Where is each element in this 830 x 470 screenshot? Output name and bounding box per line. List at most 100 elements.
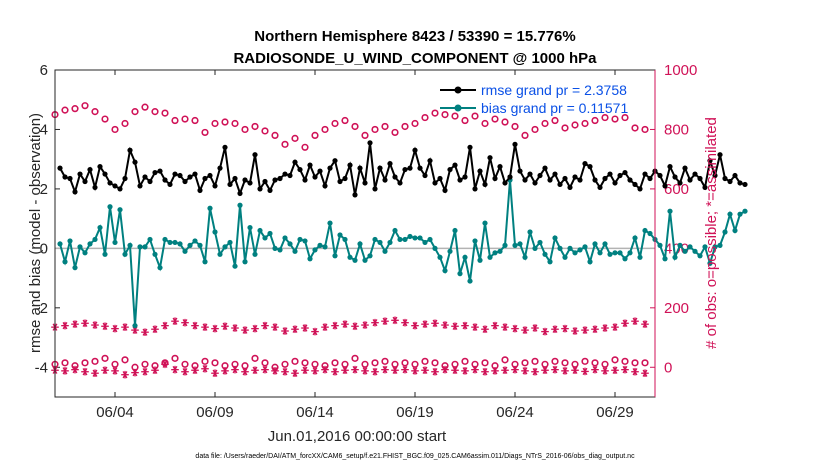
assimilated-obs-point [291,325,299,334]
rmse-point [562,175,568,182]
assimilated-obs-point [61,321,69,330]
assimilated-obs-point [461,367,469,375]
bias-point [567,245,573,251]
bias-point [142,244,148,250]
assimilated-obs-point [411,367,419,375]
possible-obs-point [141,360,149,368]
bias-point [232,263,238,269]
rmse-point [317,168,323,174]
bias-point [722,229,728,235]
x-tick-label: 06/19 [396,404,434,421]
obs-count-series [51,102,649,379]
possible-obs-point [461,357,469,365]
bias-point [492,250,498,256]
bias-point [262,235,268,241]
rmse-point [197,187,203,193]
possible-obs-point [321,125,329,134]
bias-point [137,244,143,250]
rmse-point [657,172,663,179]
assimilated-obs-point [441,321,449,329]
bias-point [112,239,118,246]
bias-point [617,250,623,256]
bias-point [677,242,683,248]
right-tick-label: 800 [664,121,689,138]
possible-obs-point [611,115,619,123]
assimilated-obs-point [201,364,209,373]
rmse-point [712,172,718,179]
rmse-point [432,180,438,186]
assimilated-obs-point [101,366,109,375]
possible-obs-point [141,103,149,111]
bias-point [347,254,353,260]
right-axis-ticks: 0 200 400 600 800 1000 [650,62,697,376]
right-tick-label: 0 [664,359,672,376]
possible-obs-point [591,116,599,125]
possible-obs-point [371,359,379,367]
bias-point [537,239,543,246]
possible-obs-point [501,356,509,364]
rmse-point [392,174,398,180]
assimilated-obs-point [351,322,359,331]
bias-point [412,235,418,241]
bias-point [562,254,568,260]
possible-obs-point [111,125,119,134]
assimilated-obs-point [511,365,519,374]
assimilated-obs-point [321,323,329,331]
possible-obs-point [121,356,129,364]
rmse-point [232,175,238,182]
assimilated-obs-point [211,324,219,333]
assimilated-obs-point [521,326,529,334]
assimilated-obs-point [351,365,359,374]
rmse-point [687,177,693,183]
bias-point [182,248,188,254]
assimilated-obs-point [471,365,479,374]
bias-point [362,257,368,263]
rmse-point [137,183,143,189]
rmse-point [602,175,608,182]
assimilated-obs-point [451,322,459,331]
chart-title: Northern Hemisphere 8423 / 53390 = 15.77… [254,28,575,45]
assimilated-obs-point [121,370,129,379]
bias-point [667,208,673,214]
assimilated-obs-point [371,318,379,327]
bias-point [87,241,93,247]
rmse-point [587,164,593,170]
possible-obs-point [261,359,269,367]
possible-obs-point [611,356,619,364]
bias-point [682,248,688,254]
assimilated-obs-point [541,327,549,336]
bias-point [572,250,578,256]
bias-point [132,323,138,329]
possible-obs-point [401,122,409,131]
bias-point [377,239,383,246]
assimilated-obs-point [471,323,479,331]
assimilated-obs-point [611,366,619,375]
possible-obs-point [61,106,69,114]
rmse-point [567,184,573,191]
bias-point [482,220,488,226]
bias-point [497,248,503,254]
bias-point [152,251,158,257]
possible-obs-point [521,131,529,139]
right-tick-label: 200 [664,300,689,317]
possible-obs-point [311,131,319,139]
bias-point [477,257,483,263]
bias-point [502,242,508,248]
assimilated-obs-point [361,367,369,375]
assimilated-obs-point [81,367,89,376]
bias-point [727,211,733,217]
bias-point [432,245,438,251]
possible-obs-point [581,357,589,365]
assimilated-obs-point [241,367,249,376]
chart-subtitle: RADIOSONDE_U_WIND_COMPONENT @ 1000 hPa [233,50,597,67]
possible-obs-point [631,124,639,132]
assimilated-obs-point [451,366,459,375]
data-file-footnote: data file: /Users/raeder/DAI/ATM_forcXX/… [195,453,635,460]
assimilated-obs-point [431,319,439,328]
possible-obs-point [351,354,359,362]
rmse-point [102,171,108,177]
left-tick-label: 6 [40,62,48,79]
assimilated-obs-point [71,320,79,328]
bias-point [547,259,553,265]
